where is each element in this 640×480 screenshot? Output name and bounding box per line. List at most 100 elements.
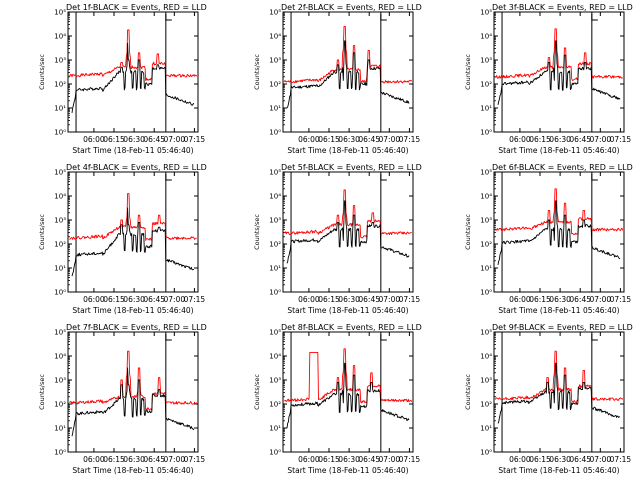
y-tick-label: 10¹ [54,425,66,433]
series-lld-line [69,193,197,241]
time-marker-bracket [591,334,598,341]
y-tick-label: 10⁵ [54,9,66,17]
y-tick-label: 10¹ [269,105,281,113]
y-tick-label: 10⁰ [480,129,492,137]
x-tick-label: 06:30 [338,455,360,464]
y-axis-label: Counts/sec [464,54,472,90]
x-tick-label: 07:00 [164,295,186,304]
series-lld-line [69,29,198,82]
y-tick-label: 10⁵ [269,169,281,177]
plot-frame [282,331,414,453]
y-tick-label: 10³ [480,57,492,65]
y-tick-label: 10⁵ [54,169,66,177]
x-tick-label: 06:00 [83,135,105,144]
panel-title: Det 6f-BLACK = Events, RED = LLD [492,163,633,172]
x-tick-label: 07:00 [590,295,612,304]
panel-title: Det 3f-BLACK = Events, RED = LLD [492,3,633,12]
y-tick-label: 10² [480,81,492,89]
series-events-line [286,40,410,109]
y-tick-label: 10⁴ [480,193,492,201]
x-axis-label: Start Time (18-Feb-11 05:46:40) [498,466,619,475]
y-tick-label: 10¹ [480,265,492,273]
panel-title: Det 8f-BLACK = Events, RED = LLD [281,323,422,332]
y-axis-label: Counts/sec [253,214,261,250]
panel-9: Det 9f-BLACK = Events, RED = LLD Counts/s… [464,323,633,475]
y-tick-label: 10² [54,401,66,409]
x-tick-label: 06:00 [509,295,531,304]
y-tick-label: 10¹ [480,105,492,113]
panel-5: Det 5f-BLACK = Events, RED = LLD Counts/s… [253,163,422,315]
x-tick-label: 06:00 [83,295,105,304]
series-lld-line [284,348,413,404]
x-tick-label: 06:30 [549,295,571,304]
y-tick-label: 10¹ [54,265,66,273]
x-tick-label: 06:30 [338,135,360,144]
x-tick-label: 06:45 [143,135,165,144]
x-tick-label: 06:45 [358,455,380,464]
y-tick-label: 10¹ [269,425,281,433]
x-tick-label: 07:15 [610,295,632,304]
x-tick-label: 06:15 [103,455,125,464]
y-tick-label: 10⁵ [269,329,281,337]
series-lld-line [495,28,623,81]
panel-title: Det 4f-BLACK = Events, RED = LLD [66,163,207,172]
panel-4: Det 4f-BLACK = Events, RED = LLD Counts/s… [38,163,207,315]
panel-title: Det 2f-BLACK = Events, RED = LLD [281,3,422,12]
y-tick-label: 10³ [54,57,66,65]
y-tick-label: 10⁴ [269,193,281,201]
y-tick-label: 10⁰ [54,129,66,137]
y-axis-label: Counts/sec [38,54,46,90]
x-tick-label: 07:00 [590,135,612,144]
y-tick-label: 10⁴ [269,33,281,41]
panel-title: Det 9f-BLACK = Events, RED = LLD [492,323,633,332]
y-tick-label: 10¹ [54,105,66,113]
y-tick-label: 10² [480,401,492,409]
series-events-line [286,362,410,429]
panel-1: Det 1f-BLACK = Events, RED = LLD Counts/s… [38,3,207,155]
x-tick-label: 06:30 [123,295,145,304]
y-tick-label: 10⁰ [269,449,281,457]
time-marker-bracket [591,14,598,21]
time-marker-bracket [165,174,172,181]
y-tick-label: 10¹ [269,265,281,273]
panel-2: Det 2f-BLACK = Events, RED = LLD Counts/s… [253,3,422,155]
y-tick-label: 10² [269,401,281,409]
y-axis-label: Counts/sec [253,374,261,410]
plot-frame [282,171,414,293]
x-tick-label: 07:00 [379,455,401,464]
y-tick-label: 10³ [269,377,281,385]
y-tick-label: 10⁰ [54,449,66,457]
y-tick-label: 10² [269,241,281,249]
y-tick-label: 10⁵ [480,169,492,177]
x-tick-label: 07:15 [610,455,632,464]
y-tick-label: 10⁵ [480,329,492,337]
x-tick-label: 06:15 [529,295,551,304]
x-tick-label: 06:15 [318,455,340,464]
y-axis-label: Counts/sec [38,214,46,250]
y-tick-label: 10⁵ [269,9,281,17]
x-tick-label: 06:15 [529,455,551,464]
x-tick-label: 06:45 [358,135,380,144]
plot-frame [493,11,625,133]
y-axis-label: Counts/sec [38,374,46,410]
y-tick-label: 10⁵ [54,329,66,337]
y-tick-label: 10⁴ [480,33,492,41]
time-marker-bracket [165,334,172,341]
x-tick-label: 06:45 [143,455,165,464]
y-tick-label: 10³ [480,377,492,385]
time-marker-bracket [165,14,172,21]
x-tick-label: 06:30 [549,135,571,144]
y-tick-label: 10⁴ [269,353,281,361]
panel-7: Det 7f-BLACK = Events, RED = LLD Counts/s… [38,323,207,475]
series-events-line [286,200,410,264]
x-tick-label: 07:15 [399,295,421,304]
y-tick-label: 10⁰ [269,289,281,297]
plot-frame [493,171,625,293]
x-tick-label: 06:15 [103,135,125,144]
x-tick-label: 07:00 [379,135,401,144]
time-marker-bracket [380,174,387,181]
series-lld-line [69,350,198,411]
plot-frame [67,11,199,133]
panel-title: Det 1f-BLACK = Events, RED = LLD [66,3,207,12]
